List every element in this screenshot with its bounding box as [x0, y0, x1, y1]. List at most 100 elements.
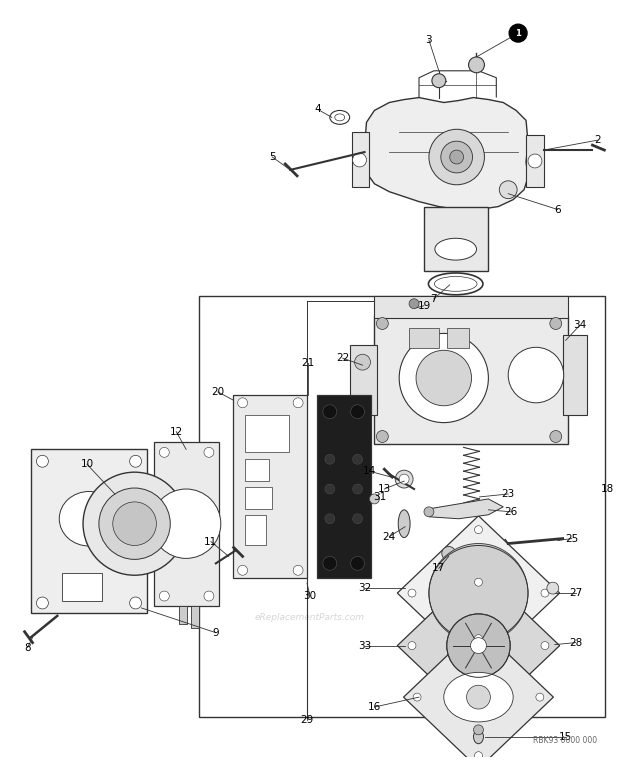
Circle shape	[353, 454, 363, 464]
Circle shape	[323, 405, 337, 419]
Text: 15: 15	[559, 732, 572, 742]
Circle shape	[450, 150, 464, 164]
Circle shape	[547, 582, 559, 594]
Circle shape	[351, 405, 365, 419]
Circle shape	[151, 489, 221, 559]
Circle shape	[325, 514, 335, 524]
Polygon shape	[397, 516, 560, 670]
Circle shape	[293, 565, 303, 575]
Circle shape	[408, 589, 416, 597]
Bar	[424, 207, 489, 271]
Bar	[526, 135, 544, 187]
Circle shape	[474, 752, 482, 759]
Ellipse shape	[60, 492, 118, 546]
Circle shape	[351, 556, 365, 570]
Bar	[317, 395, 371, 578]
Text: 17: 17	[432, 563, 445, 573]
Circle shape	[413, 693, 421, 701]
Text: 29: 29	[301, 715, 314, 725]
Text: 31: 31	[373, 492, 386, 502]
Text: 26: 26	[505, 507, 518, 517]
Circle shape	[536, 693, 544, 701]
Text: 22: 22	[336, 353, 349, 363]
Circle shape	[204, 591, 214, 601]
Circle shape	[474, 725, 484, 735]
Circle shape	[395, 470, 413, 488]
Bar	[232, 395, 307, 578]
Circle shape	[474, 526, 482, 534]
Circle shape	[399, 474, 409, 484]
Text: 33: 33	[358, 641, 371, 651]
Circle shape	[204, 448, 214, 458]
Ellipse shape	[398, 510, 410, 537]
Circle shape	[293, 397, 303, 408]
Ellipse shape	[435, 239, 477, 260]
Polygon shape	[397, 568, 560, 723]
Circle shape	[325, 484, 335, 494]
Circle shape	[376, 318, 388, 329]
Text: 13: 13	[378, 484, 391, 494]
Circle shape	[323, 556, 337, 570]
Text: 25: 25	[565, 534, 578, 543]
Text: 5: 5	[269, 152, 276, 162]
Circle shape	[474, 578, 482, 586]
Circle shape	[541, 589, 549, 597]
Circle shape	[113, 502, 156, 546]
Bar	[374, 315, 568, 445]
Bar	[245, 487, 272, 509]
Circle shape	[474, 705, 482, 713]
Text: 19: 19	[417, 301, 431, 311]
Bar	[447, 328, 469, 348]
Circle shape	[541, 641, 549, 650]
Text: 1: 1	[515, 29, 521, 38]
Circle shape	[474, 635, 482, 643]
Circle shape	[408, 641, 416, 650]
Bar	[179, 606, 187, 624]
Polygon shape	[429, 499, 503, 519]
Bar	[350, 345, 378, 415]
Circle shape	[376, 431, 388, 442]
Bar	[30, 449, 148, 613]
Ellipse shape	[474, 730, 484, 744]
Circle shape	[550, 318, 562, 329]
Circle shape	[353, 484, 363, 494]
Circle shape	[508, 347, 564, 403]
Bar	[245, 459, 269, 481]
Circle shape	[159, 591, 169, 601]
Text: 21: 21	[301, 358, 314, 368]
Circle shape	[130, 455, 141, 467]
Bar	[245, 515, 267, 544]
Text: 10: 10	[81, 459, 94, 469]
Text: 28: 28	[569, 638, 582, 648]
Text: 7: 7	[430, 293, 437, 304]
Circle shape	[432, 74, 446, 87]
Text: 4: 4	[314, 104, 321, 115]
Text: 24: 24	[383, 531, 396, 542]
Bar	[374, 296, 568, 318]
Text: eReplacementParts.com: eReplacementParts.com	[255, 613, 365, 622]
Circle shape	[474, 653, 482, 660]
Text: 11: 11	[204, 537, 218, 546]
Text: 12: 12	[170, 426, 183, 436]
Circle shape	[528, 154, 542, 168]
Circle shape	[325, 454, 335, 464]
Text: 2: 2	[594, 135, 601, 145]
Text: 18: 18	[601, 484, 614, 494]
Circle shape	[99, 488, 170, 559]
Text: 14: 14	[363, 466, 376, 477]
Circle shape	[550, 431, 562, 442]
Text: 23: 23	[502, 489, 515, 499]
Circle shape	[499, 181, 517, 198]
Circle shape	[424, 507, 434, 517]
Circle shape	[37, 597, 48, 609]
Bar	[409, 328, 439, 348]
Circle shape	[447, 614, 510, 677]
Polygon shape	[404, 625, 554, 760]
Circle shape	[130, 597, 141, 609]
Circle shape	[353, 153, 366, 167]
Circle shape	[467, 686, 490, 709]
Text: 32: 32	[358, 583, 371, 593]
Text: 20: 20	[211, 387, 224, 397]
Text: 34: 34	[573, 321, 586, 331]
Text: 3: 3	[425, 35, 432, 45]
